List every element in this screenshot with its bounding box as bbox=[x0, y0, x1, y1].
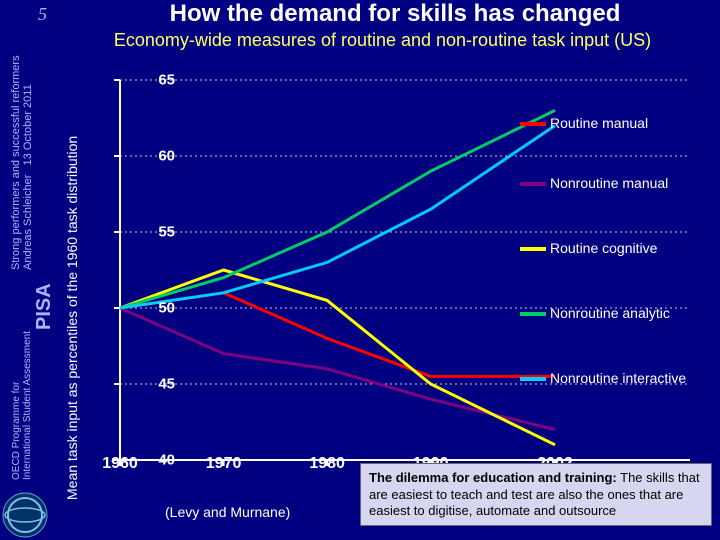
y-tick-label: 50 bbox=[139, 300, 175, 317]
y-tick-label: 40 bbox=[139, 452, 175, 469]
sidebar-line-3: OECD Programme for bbox=[11, 382, 22, 480]
callout-box: The dilemma for education and training: … bbox=[360, 463, 712, 526]
x-tick-label: 1960 bbox=[102, 455, 138, 473]
series-line bbox=[120, 126, 555, 308]
series-line bbox=[120, 293, 555, 377]
sidebar-metadata: Strong performers and successful reforme… bbox=[0, 0, 50, 540]
sidebar-line-2: Andreas Schleicher 13 October 2011 bbox=[22, 84, 34, 270]
legend-swatch-icon bbox=[520, 377, 546, 381]
y-tick-label: 45 bbox=[139, 376, 175, 393]
legend-item: Nonroutine analytic bbox=[520, 305, 670, 321]
oecd-logo-icon bbox=[2, 492, 48, 538]
y-axis-label: Mean task input as percentiles of the 19… bbox=[64, 136, 80, 500]
legend-label: Nonroutine interactive bbox=[550, 370, 686, 386]
y-tick-label: 60 bbox=[139, 148, 175, 165]
series-line bbox=[120, 270, 555, 445]
legend-item: Routine manual bbox=[520, 115, 648, 131]
chart-plot bbox=[115, 80, 695, 460]
sidebar-pisa: PISA bbox=[33, 283, 56, 330]
legend-item: Nonroutine interactive bbox=[520, 370, 686, 386]
x-tick-label: 1970 bbox=[206, 455, 242, 473]
legend-label: Nonroutine manual bbox=[550, 175, 668, 191]
subtitle: Economy-wide measures of routine and non… bbox=[50, 30, 715, 51]
y-tick-label: 55 bbox=[139, 224, 175, 241]
legend-item: Nonroutine manual bbox=[520, 175, 668, 191]
series-line bbox=[120, 110, 555, 308]
legend-label: Nonroutine analytic bbox=[550, 305, 670, 321]
callout-title: The dilemma for education and training: bbox=[369, 470, 617, 485]
page-title: How the demand for skills has changed bbox=[80, 0, 710, 28]
y-tick-label: 65 bbox=[139, 72, 175, 89]
legend-label: Routine manual bbox=[550, 115, 648, 131]
legend-swatch-icon bbox=[520, 247, 546, 251]
sidebar-line-4: International Student Assessment bbox=[22, 331, 33, 480]
legend-swatch-icon bbox=[520, 122, 546, 126]
x-tick-label: 1980 bbox=[309, 455, 345, 473]
legend-swatch-icon bbox=[520, 312, 546, 316]
citation: (Levy and Murnane) bbox=[165, 504, 290, 520]
sidebar-date: 13 October 2011 bbox=[22, 84, 34, 165]
legend-swatch-icon bbox=[520, 182, 546, 186]
sidebar-line-1: Strong performers and successful reforme… bbox=[10, 55, 22, 270]
sidebar-author: Andreas Schleicher bbox=[22, 175, 34, 270]
legend-label: Routine cognitive bbox=[550, 240, 657, 256]
legend-item: Routine cognitive bbox=[520, 240, 657, 256]
chart-container: Mean task input as percentiles of the 19… bbox=[70, 70, 715, 510]
